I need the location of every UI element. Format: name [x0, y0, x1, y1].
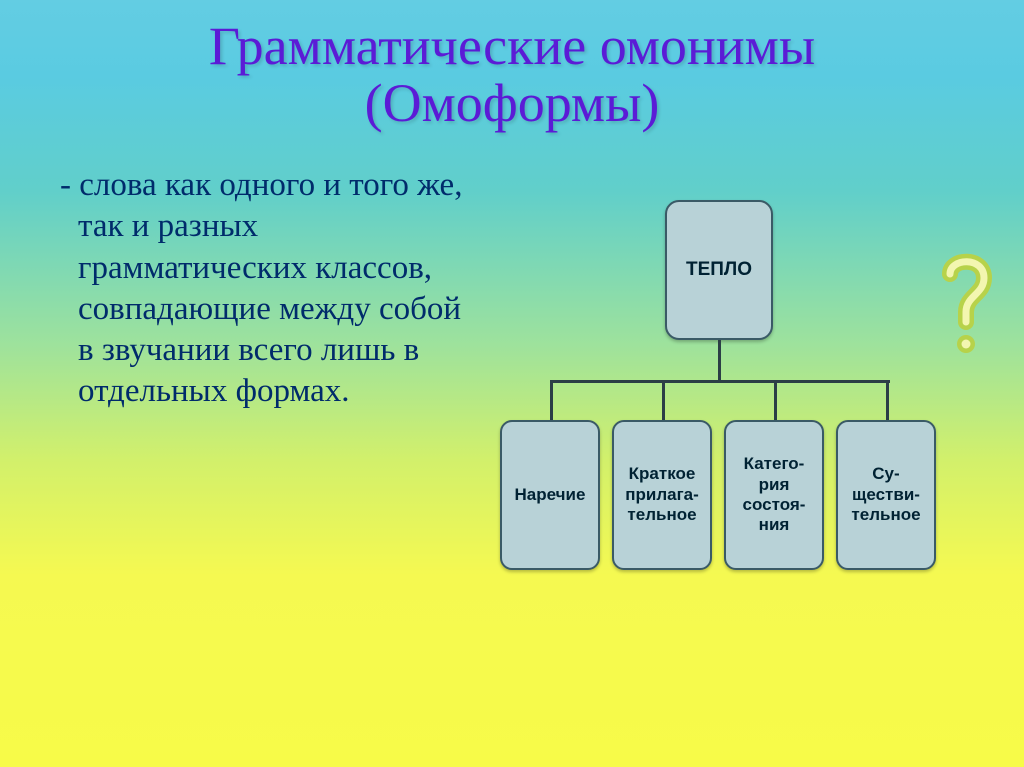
- question-mark-icon: [932, 248, 1002, 358]
- definition-text: - слова как одного и того же, так и разн…: [40, 165, 480, 413]
- tree-connector: [718, 340, 721, 380]
- tree-root-node: ТЕПЛО: [665, 200, 773, 340]
- title-line-2: (Омоформы): [365, 73, 660, 133]
- title-line-1: Грамматические омонимы: [209, 16, 815, 76]
- slide: Грамматические омонимы (Омоформы) - слов…: [0, 0, 1024, 767]
- tree-connector: [662, 380, 665, 420]
- tree-connector: [774, 380, 777, 420]
- definition-paragraph: - слова как одного и того же, так и разн…: [40, 165, 480, 413]
- tree-connector: [886, 380, 889, 420]
- tree-leaf-node: Су-ществи-тельное: [836, 420, 936, 570]
- tree-leaf-node: Катего-риясостоя-ния: [724, 420, 824, 570]
- slide-title: Грамматические омонимы (Омоформы): [0, 18, 1024, 131]
- tree-leaf-node: Краткоеприлага-тельное: [612, 420, 712, 570]
- tree-leaf-node: Наречие: [500, 420, 600, 570]
- tree-connector: [550, 380, 553, 420]
- tree-diagram: ТЕПЛО НаречиеКраткоеприлага-тельноеКатего…: [500, 200, 970, 620]
- tree-connector: [550, 380, 890, 383]
